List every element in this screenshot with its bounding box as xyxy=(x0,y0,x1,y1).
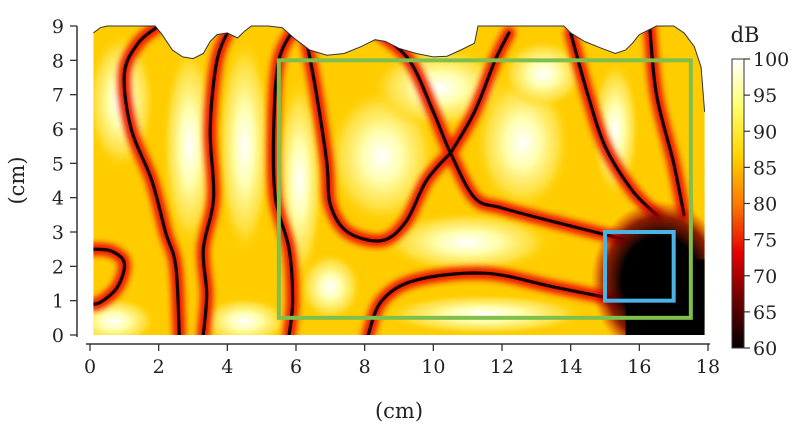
field-hotspot xyxy=(299,252,362,322)
nodal-line xyxy=(201,26,233,335)
x-ticks: 0 2 4 6 8 10 12 14 16 18 xyxy=(84,344,720,378)
colorbar-tick-label: 65 xyxy=(753,302,777,324)
y-ticks: 0 1 2 3 4 5 6 7 8 9 xyxy=(52,16,77,347)
field-hotspot xyxy=(217,36,272,257)
y-tick-label: 3 xyxy=(52,222,64,244)
x-tick-label: 0 xyxy=(84,356,96,378)
nodal-line xyxy=(366,271,624,335)
y-tick-label: 2 xyxy=(52,256,64,278)
colorbar: 60 65 70 75 80 85 90 95 100 dB xyxy=(731,23,790,360)
colorbar-tick-label: 90 xyxy=(753,121,777,143)
x-tick-label: 4 xyxy=(221,356,233,378)
nodal-line xyxy=(304,38,453,243)
nodal-line xyxy=(648,26,686,217)
y-tick-label: 0 xyxy=(52,325,64,347)
colorbar-tick-label: 100 xyxy=(753,49,789,71)
colorbar-tick-label: 70 xyxy=(753,266,777,288)
y-tick-label: 8 xyxy=(52,50,64,72)
field-hotspot xyxy=(93,297,156,335)
y-tick-label: 7 xyxy=(52,85,64,107)
field-hotspot xyxy=(591,60,640,198)
colorbar-label: dB xyxy=(731,23,760,47)
nodal-line xyxy=(122,26,181,335)
field-hotspot xyxy=(381,211,554,274)
field-hotspot xyxy=(162,43,218,250)
x-tick-label: 2 xyxy=(153,356,165,378)
x-tick-label: 18 xyxy=(696,356,720,378)
low-level-zone xyxy=(591,201,705,335)
nodal-lines xyxy=(93,26,686,335)
nodal-line xyxy=(376,31,624,241)
quiet-zone-core xyxy=(625,259,705,335)
colorbar-tick-label: 80 xyxy=(753,194,777,216)
y-tick-label: 1 xyxy=(52,291,64,313)
field-hotspot xyxy=(474,74,571,212)
colorbar-tick-label: 60 xyxy=(753,338,777,360)
x-tick-label: 10 xyxy=(421,356,445,378)
field-hotspot xyxy=(381,293,588,335)
colorbar-tick-label: 85 xyxy=(753,157,777,179)
y-tick-label: 4 xyxy=(52,188,64,210)
annotation-rectangles xyxy=(276,58,693,320)
x-axis-label: (cm) xyxy=(375,399,423,423)
x-tick-label: 6 xyxy=(290,356,302,378)
x-tick-label: 12 xyxy=(490,356,514,378)
y-tick-label: 6 xyxy=(52,119,64,141)
y-tick-label: 5 xyxy=(52,153,64,175)
nodal-line xyxy=(569,31,659,217)
colorbar-tick-label: 75 xyxy=(753,230,777,252)
pressure-field xyxy=(93,26,705,335)
x-tick-label: 14 xyxy=(559,356,583,378)
x-tick-label: 16 xyxy=(627,356,651,378)
target-region-rectangle xyxy=(276,58,693,320)
field-hotspot xyxy=(199,297,290,335)
y-tick-label: 9 xyxy=(52,16,64,38)
quiet-zone-rectangle xyxy=(603,230,676,303)
colorbar-tick-label: 95 xyxy=(753,85,777,107)
field-top-boundary xyxy=(93,25,706,112)
y-axis-label: (cm) xyxy=(5,156,29,204)
x-tick-label: 8 xyxy=(359,356,371,378)
nodal-line xyxy=(448,31,511,155)
colorbar-ticks: 60 65 70 75 80 85 90 95 100 xyxy=(744,49,789,360)
field-hotspot xyxy=(502,39,585,109)
colorbar-gradient xyxy=(731,58,745,349)
nodal-line xyxy=(93,247,127,306)
